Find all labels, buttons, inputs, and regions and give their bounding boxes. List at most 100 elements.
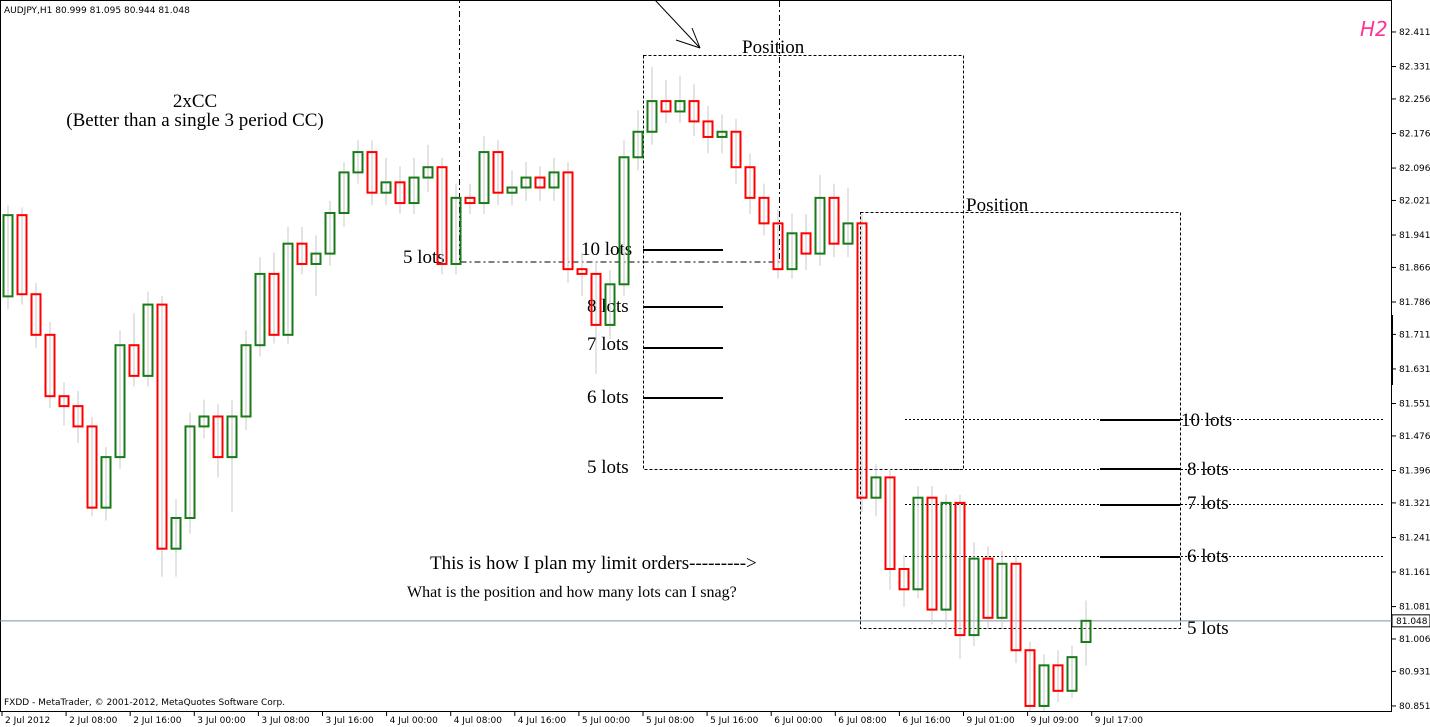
annotation: 7 lots (1187, 493, 1229, 514)
y-tick-label: 81.866 (1399, 263, 1430, 273)
candle-body (1024, 649, 1036, 707)
x-tick-label: 3 Jul 00:00 (197, 716, 246, 726)
candle-body (772, 222, 784, 271)
y-tick-label: 81.321 (1399, 499, 1430, 509)
y-tick-label: 81.241 (1399, 533, 1430, 543)
arrow-head (675, 27, 701, 49)
y-tick-label: 80.851 (1399, 702, 1430, 712)
annotation: 8 lots (1187, 459, 1229, 480)
candle-body (898, 567, 910, 591)
candle-body (142, 303, 154, 377)
candle-body (800, 232, 812, 255)
x-tick-label: 4 Jul 00:00 (390, 716, 439, 726)
y-tick-label: 81.396 (1399, 466, 1430, 476)
candle-body (548, 171, 560, 189)
candle-body (534, 176, 546, 189)
y-tick-label: 81.161 (1399, 568, 1430, 578)
candle-body (1038, 664, 1050, 707)
x-tick-label: 2 Jul 08:00 (69, 716, 118, 726)
candle-body (562, 171, 574, 271)
candle-body (856, 222, 868, 499)
annotation: What is the position and how many lots c… (407, 584, 737, 601)
candle-body (114, 344, 126, 459)
y-tick-label: 81.941 (1399, 231, 1430, 241)
candle-body (240, 344, 252, 418)
last-price-label: 81.048 (1396, 617, 1428, 627)
arrow (654, 0, 701, 49)
candle-body (660, 100, 672, 113)
candle-body (1052, 664, 1064, 692)
candle-body (464, 196, 476, 205)
candle-body (1066, 656, 1078, 692)
y-tick-label: 81.786 (1399, 298, 1430, 308)
y-tick-label: 81.006 (1399, 635, 1430, 645)
footer: FXDD - MetaTrader, © 2001-2012, MetaQuot… (4, 698, 285, 708)
candle-body (1080, 619, 1092, 644)
x-tick-label: 9 Jul 01:00 (967, 716, 1016, 726)
x-tick-label: 5 Jul 16:00 (710, 716, 759, 726)
y-tick-label: 82.331 (1399, 63, 1430, 73)
annotation: 10 lots (581, 239, 632, 260)
y-tick-label: 81.631 (1399, 365, 1430, 375)
annotation: This is how I plan my limit orders------… (430, 553, 757, 574)
candle-body (954, 501, 966, 637)
y-tick-label: 82.021 (1399, 196, 1430, 206)
last-price-box (1391, 614, 1430, 628)
x-tick-label: 3 Jul 08:00 (261, 716, 310, 726)
candle-body (296, 242, 308, 265)
y-tick-label: 80.931 (1399, 667, 1430, 677)
candle-body (884, 476, 896, 570)
annotation: 8 lots (587, 296, 629, 317)
candle-body (380, 181, 392, 194)
header: AUDJPY,H1 80.999 81.095 80.944 81.048 (4, 6, 190, 16)
candle-body (618, 156, 630, 286)
annotation: 2xCC (173, 91, 217, 112)
candle-body (58, 395, 70, 408)
x-tick-label: 9 Jul 09:00 (1031, 716, 1080, 726)
candle-body (1010, 562, 1022, 652)
candle-body (310, 252, 322, 265)
candle-body (646, 100, 658, 133)
corner-label: H2 (1360, 17, 1388, 41)
candle-body (478, 151, 490, 205)
candle-body (828, 196, 840, 245)
candle-body (576, 268, 588, 275)
candle-body (814, 196, 826, 255)
y-tick-label: 81.711 (1399, 330, 1430, 340)
annotation: 5 lots (403, 247, 445, 268)
candle-body (996, 562, 1008, 619)
candle-body (604, 283, 616, 326)
candle-body (170, 517, 182, 550)
x-tick-label: 4 Jul 16:00 (518, 716, 567, 726)
candle-body (744, 166, 756, 199)
y-tick-label: 81.476 (1399, 432, 1430, 442)
x-tick-label: 5 Jul 08:00 (646, 716, 695, 726)
candle-body (786, 232, 798, 271)
annotation: 5 lots (1187, 618, 1229, 639)
y-tick-label: 81.551 (1399, 400, 1430, 410)
candle-body (730, 130, 742, 169)
candle-body (226, 415, 238, 459)
x-tick-label: 2 Jul 16:00 (133, 716, 182, 726)
candle-body (212, 415, 224, 459)
candle-body (352, 151, 364, 174)
y-tick-label: 82.096 (1399, 164, 1430, 174)
candle-body (198, 415, 210, 428)
candle-body (282, 242, 294, 336)
candle-body (968, 557, 980, 637)
annotation: 6 lots (587, 387, 629, 408)
x-tick-label: 4 Jul 08:00 (454, 716, 503, 726)
candle-body (184, 425, 196, 520)
y-tick-label: 82.176 (1399, 130, 1430, 140)
candle-body (758, 196, 770, 225)
candle-body (44, 333, 56, 398)
candle-body (940, 501, 952, 611)
candle-body (394, 181, 406, 205)
candle-body (688, 100, 700, 123)
annotation: 10 lots (1181, 410, 1232, 431)
candle-body (702, 120, 714, 138)
x-tick-label: 9 Jul 17:00 (1095, 716, 1144, 726)
candle-body (912, 496, 924, 591)
candle-body (268, 272, 280, 336)
